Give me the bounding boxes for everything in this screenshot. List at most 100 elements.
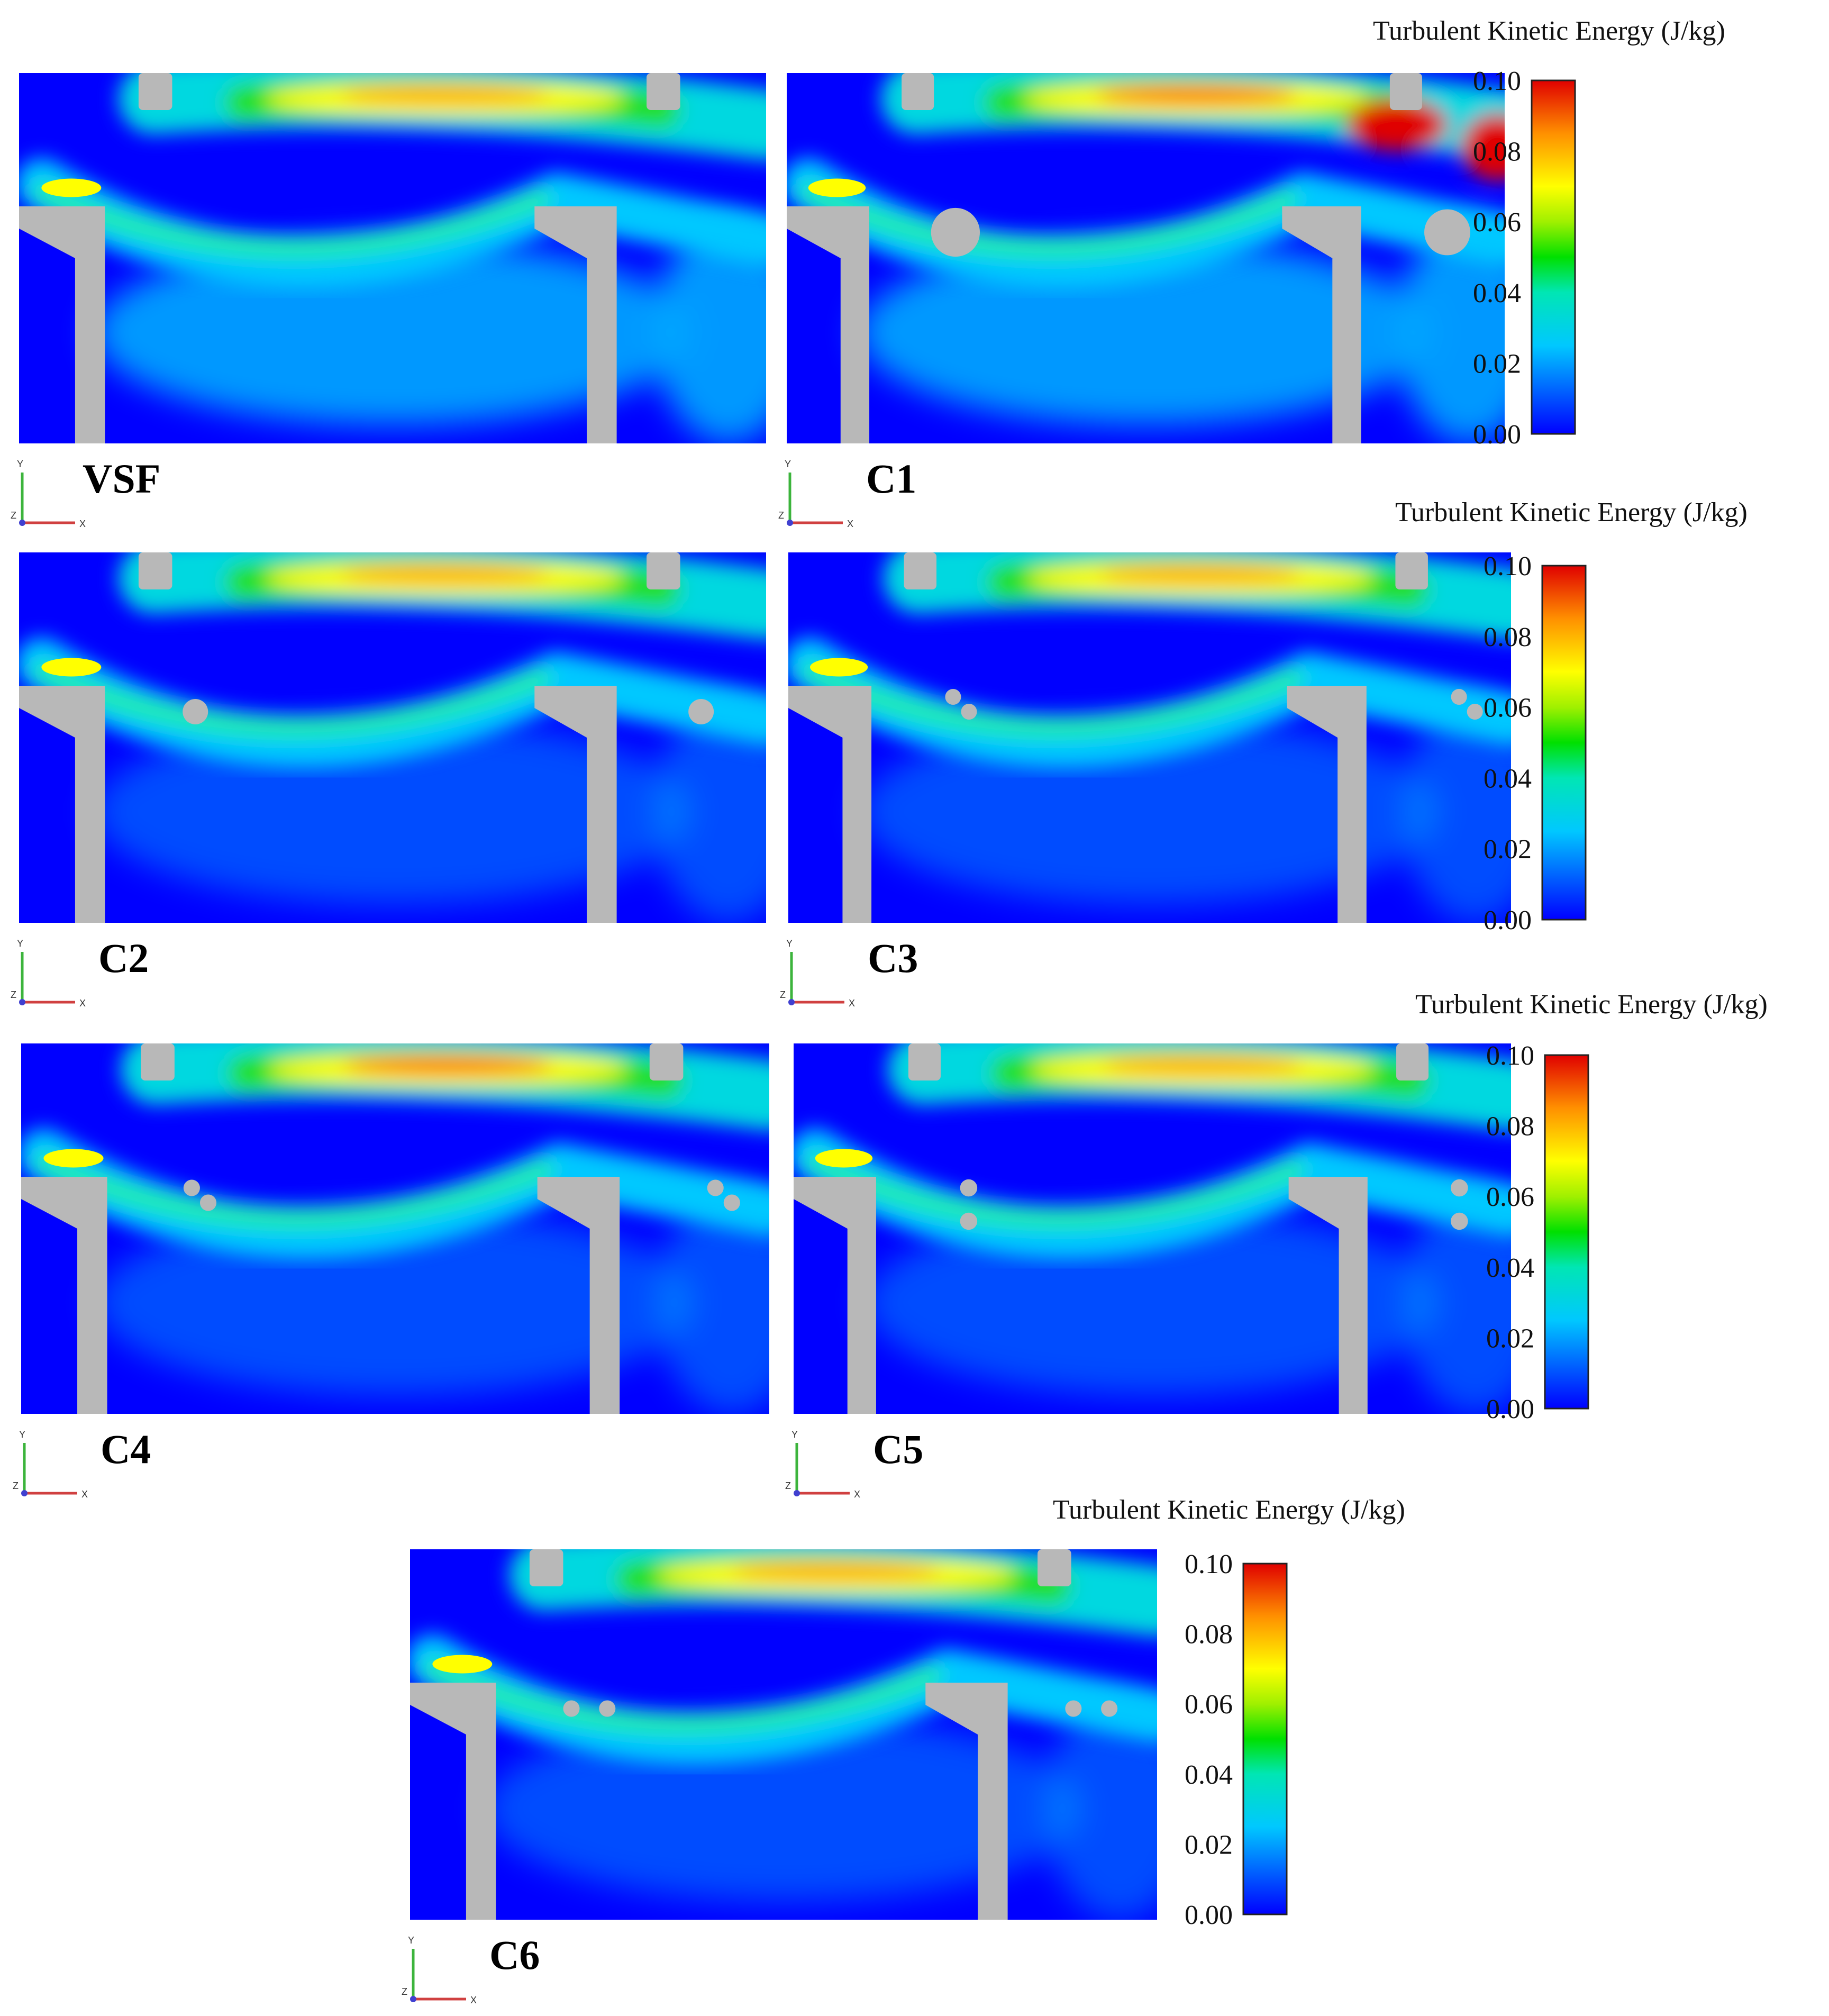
baffle-stub [1395, 552, 1428, 589]
baffle-stub [908, 1043, 941, 1080]
axis-x-label: X [81, 1489, 88, 1500]
guide-wall [19, 206, 105, 443]
colorbar-title: Turbulent Kinetic Energy (J/kg) [1053, 1495, 1405, 1525]
colorbar-tick-label: 0.00 [1185, 1900, 1233, 1930]
guide-wall [537, 1177, 620, 1414]
cylinder-obstacle [1467, 703, 1483, 720]
axis-y-label: Y [408, 1935, 414, 1946]
axis-z-label: Z [11, 989, 16, 1000]
cylinder-obstacle [1451, 1212, 1468, 1230]
colorbar-tick-label: 0.10 [1484, 551, 1532, 582]
axis-x-label: X [854, 1489, 860, 1500]
axis-x-label: X [79, 998, 86, 1009]
axis-y-label: Y [785, 459, 791, 469]
baffle-stub [904, 552, 937, 589]
baffle-stub [1389, 73, 1422, 110]
axis-triad: Y X Z [11, 938, 86, 1009]
baffle-stub [141, 1043, 175, 1080]
colorbar-tick-label: 0.06 [1473, 207, 1521, 238]
colorbar-tick-label: 0.08 [1484, 622, 1532, 652]
contour-panel-c4: Y X Z C4 [13, 1043, 769, 1500]
guide-wall [21, 1177, 107, 1414]
baffle-stub [1038, 1549, 1071, 1586]
panel-label-c6: C6 [489, 1932, 540, 1978]
cylinder-obstacle [1451, 688, 1467, 705]
guide-wall [788, 686, 872, 923]
guide-wall [534, 686, 617, 923]
axis-z-label: Z [13, 1481, 19, 1491]
tke-field [788, 552, 1511, 923]
tke-field [19, 73, 766, 443]
cylinder-obstacle [563, 1700, 580, 1717]
colorbar-tick-label: 0.08 [1473, 137, 1521, 167]
guide-wall [1282, 206, 1361, 443]
axis-y-label: Y [17, 459, 23, 469]
cylinder-obstacle [707, 1179, 724, 1196]
cylinder-obstacle [183, 698, 208, 725]
baffle-stub [1396, 1043, 1429, 1080]
panel-label-c4: C4 [101, 1426, 151, 1472]
tke-colorbar: 0.10 0.08 0.06 0.04 0.02 0.00 Turbulent Kineti… [1395, 497, 1748, 936]
axis-y-label: Y [791, 1429, 798, 1440]
axis-triad: Y X Z [785, 1429, 860, 1500]
guide-wall [1287, 686, 1367, 923]
tke-colorbar: 0.10 0.08 0.06 0.04 0.02 0.00 Turbulent Kineti… [1053, 1495, 1405, 1930]
guide-wall [410, 1683, 496, 1920]
tke-field [21, 1043, 769, 1414]
baffle-stub [647, 552, 680, 589]
contour-panel-c3: Y X Z C3 [780, 552, 1511, 1009]
colorbar-tick-label: 0.00 [1486, 1394, 1534, 1424]
axis-triad: Y X Z [13, 1429, 88, 1500]
panel-label-c1: C1 [866, 456, 916, 502]
axis-z-label: Z [785, 1481, 791, 1491]
axis-y-label: Y [19, 1429, 25, 1440]
colorbar-tick-label: 0.00 [1484, 905, 1532, 936]
panel-label-c3: C3 [868, 935, 918, 981]
axis-triad: Y X Z [780, 938, 855, 1009]
colorbar-tick-label: 0.08 [1185, 1620, 1233, 1650]
cylinder-obstacle [1451, 1179, 1468, 1197]
colorbar-tick-label: 0.06 [1185, 1690, 1233, 1720]
axis-z-label: Z [778, 510, 784, 521]
cylinder-obstacle [723, 1194, 740, 1211]
colorbar-tick-label: 0.02 [1185, 1830, 1233, 1860]
colorbar-tick-label: 0.04 [1473, 278, 1521, 308]
axis-x-label: X [79, 519, 86, 529]
contour-panel-c2: Y X Z C2 [11, 552, 766, 1009]
cylinder-obstacle [688, 698, 714, 725]
guide-wall [925, 1683, 1008, 1920]
colorbar-tick-label: 0.02 [1473, 349, 1521, 379]
cylinder-obstacle [961, 703, 977, 720]
colorbar-tick-label: 0.04 [1185, 1760, 1233, 1790]
axis-z-label: Z [402, 1986, 407, 1997]
cylinder-obstacle [599, 1700, 616, 1717]
colorbar-tick-label: 0.04 [1484, 764, 1532, 794]
cylinder-obstacle [1424, 209, 1470, 256]
contour-panel-c5: Y X Z C5 [785, 1043, 1511, 1500]
colorbar-tick-label: 0.02 [1486, 1323, 1534, 1354]
guide-wall [794, 1177, 876, 1414]
axis-y-label: Y [786, 938, 793, 949]
contour-panel-c6: Y X Z C6 [402, 1549, 1157, 2005]
axis-z-label: Z [11, 510, 16, 521]
colorbar-title: Turbulent Kinetic Energy (J/kg) [1373, 16, 1725, 46]
axis-y-label: Y [17, 938, 23, 949]
contour-panel-c1: Y X Z C1 [778, 73, 1505, 529]
tke-colorbar: 0.10 0.08 0.06 0.04 0.02 0.00 Turbulent Kineti… [1373, 16, 1725, 450]
panel-label-c2: C2 [98, 935, 149, 981]
colorbar-title: Turbulent Kinetic Energy (J/kg) [1395, 497, 1748, 528]
axis-x-label: X [847, 519, 853, 529]
tke-field [410, 1549, 1157, 1920]
cylinder-obstacle [183, 1179, 200, 1196]
guide-wall [19, 686, 105, 923]
cylinder-obstacle [199, 1194, 217, 1211]
guide-wall [1288, 1177, 1368, 1414]
colorbar-tick-label: 0.06 [1484, 693, 1532, 723]
axis-triad: Y X Z [778, 459, 853, 529]
cylinder-obstacle [960, 1179, 978, 1197]
tke-colorbar: 0.10 0.08 0.06 0.04 0.02 0.00 Turbulent Kineti… [1415, 989, 1768, 1424]
baffle-stub [529, 1549, 563, 1586]
panel-label-vsf: VSF [83, 456, 160, 502]
tke-field [19, 552, 766, 923]
